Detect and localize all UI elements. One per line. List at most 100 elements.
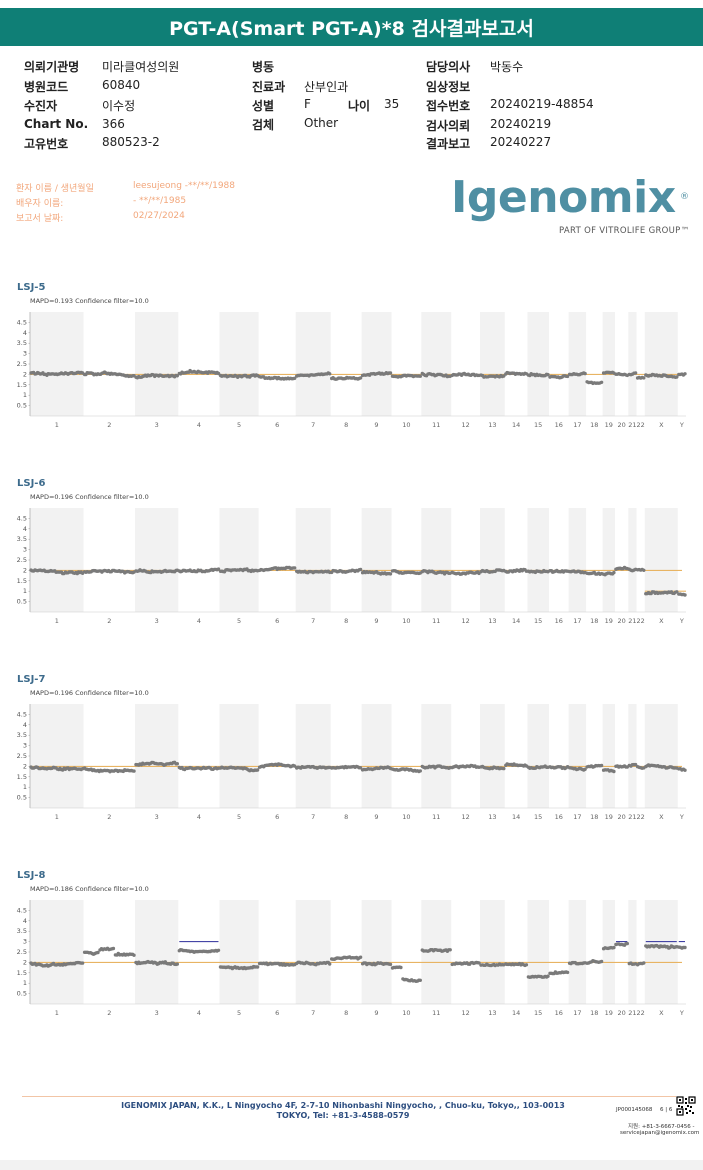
cnv-point <box>132 769 136 773</box>
cnv-segment-Y <box>677 767 687 772</box>
chart-subtitle: MAPD=0.186 Confidence filter=10.0 <box>30 885 149 893</box>
x-tick-label: 6 <box>275 1009 279 1017</box>
x-tick-label: 17 <box>573 1009 581 1017</box>
cnv-point <box>388 962 393 967</box>
chrom-band <box>480 704 505 808</box>
cnv-plot: 4.543.532.521.510.51 2 3 4 5 6 7 8 9 10 11 12 13 14 15… <box>17 508 687 625</box>
x-tick-label: 5 <box>237 813 241 821</box>
cnv-segment-20 <box>614 565 629 571</box>
cnv-segment-19 <box>601 768 616 774</box>
y-tick-label: 2.5 <box>17 948 27 956</box>
x-tick-label: 11 <box>432 1009 440 1017</box>
x-tick-label: 12 <box>461 421 469 429</box>
x-tick-label: 4 <box>197 421 201 429</box>
chrom-band <box>295 312 331 416</box>
y-tick-label: 2.5 <box>17 752 27 760</box>
cnv-segment-19 <box>601 945 616 951</box>
report-date-label: 보고서 날짜: <box>16 214 64 224</box>
y-tick-label: 1 <box>23 587 27 595</box>
chart-panel-2: LSJ-6 MAPD=0.196 Confidence filter=10.0 … <box>14 478 694 628</box>
cnv-segment-4 <box>177 948 221 954</box>
chrom-band <box>480 312 505 416</box>
x-tick-label: 14 <box>512 813 520 821</box>
y-tick-label: 4 <box>23 917 27 925</box>
x-tick-label: 18 <box>590 421 598 429</box>
chrom-band <box>135 312 179 416</box>
cnv-point <box>524 963 529 967</box>
cnv-point <box>683 945 687 950</box>
cnv-point <box>418 769 422 773</box>
cnv-point <box>111 946 116 951</box>
cnv-segment-7 <box>295 764 332 770</box>
chrom-band <box>527 900 550 1004</box>
cnv-segment-8 <box>330 567 363 575</box>
cnv-point <box>418 978 422 982</box>
x-tick-label: 11 <box>432 421 440 429</box>
cnv-segment-3 <box>134 372 179 380</box>
logo-word: Igenomix <box>451 172 676 223</box>
cnv-segment-5 <box>218 964 260 971</box>
cnv-segment-22 <box>635 765 646 770</box>
spouse-name-value: - **/**/1985 <box>133 196 187 206</box>
x-tick-label: 11 <box>432 813 440 821</box>
cnv-point <box>612 570 616 575</box>
chart-title: LSJ-7 <box>17 674 46 685</box>
chrom-band <box>421 312 452 416</box>
x-tick-label: 16 <box>555 421 563 429</box>
x-tick-label: 18 <box>590 1009 598 1017</box>
x-tick-label: 11 <box>432 617 440 625</box>
cnv-point <box>477 961 481 965</box>
x-tick-label: 22 <box>637 813 645 821</box>
cnv-segment-1 <box>29 960 85 968</box>
x-tick-label: 2 <box>107 617 111 625</box>
cnv-segment-2 <box>82 950 100 956</box>
cnv-point <box>675 590 679 594</box>
cnv-segment-15 <box>526 372 550 378</box>
chrom-band <box>361 900 392 1004</box>
cnv-segment-X <box>644 763 679 770</box>
x-tick-label: 9 <box>374 1009 378 1017</box>
cnv-segment-5 <box>218 373 260 379</box>
x-tick-label: 14 <box>512 421 520 429</box>
cnv-segment-X <box>644 372 679 379</box>
cnv-segment-2 <box>82 766 136 774</box>
x-tick-label: 1 <box>55 1009 59 1017</box>
cnv-segment-22 <box>635 961 646 967</box>
chart-subtitle: MAPD=0.196 Confidence filter=10.0 <box>30 493 149 501</box>
cnv-segment-14 <box>504 370 529 376</box>
cnv-segment-15 <box>526 764 550 770</box>
y-tick-label: 3.5 <box>17 339 27 347</box>
cnv-segment-4 <box>177 368 221 376</box>
y-tick-label: 4.5 <box>17 710 27 718</box>
footer-code: JP000145068 <box>616 1107 653 1113</box>
cnv-segment-14 <box>504 567 529 574</box>
y-tick-label: 0.5 <box>17 598 27 606</box>
x-tick-label: 9 <box>374 421 378 429</box>
cnv-segment-3 <box>134 760 179 767</box>
igenomix-logo: Igenomix ® PART OF VITROLIFE GROUP™ <box>445 172 695 240</box>
y-tick-label: 3.5 <box>17 535 27 543</box>
x-tick-label: 19 <box>605 421 613 429</box>
x-tick-label: 15 <box>534 1009 542 1017</box>
x-tick-label: 6 <box>275 813 279 821</box>
cnv-segment-6 <box>257 375 297 381</box>
x-tick-label: 7 <box>311 813 315 821</box>
chrom-band <box>628 312 637 416</box>
cnv-segment-20 <box>614 764 629 769</box>
y-tick-label: 1.5 <box>17 773 27 781</box>
cnv-segment-10 <box>390 767 422 774</box>
cnv-segment-18 <box>585 959 604 965</box>
cnv-point <box>565 970 570 975</box>
cnv-point <box>683 372 687 376</box>
y-tick-label: 2 <box>23 566 27 574</box>
cnv-point <box>293 566 297 570</box>
qr-code-icon <box>676 1096 696 1116</box>
chrom-band <box>30 508 84 612</box>
cnv-point <box>216 567 221 571</box>
report-date-value: 02/27/2024 <box>133 211 185 221</box>
chrom-band <box>361 312 392 416</box>
chrom-band <box>602 508 615 612</box>
x-tick-label: 19 <box>605 617 613 625</box>
cnv-segment-10 <box>390 373 422 379</box>
cnv-segment-Y <box>677 592 687 597</box>
